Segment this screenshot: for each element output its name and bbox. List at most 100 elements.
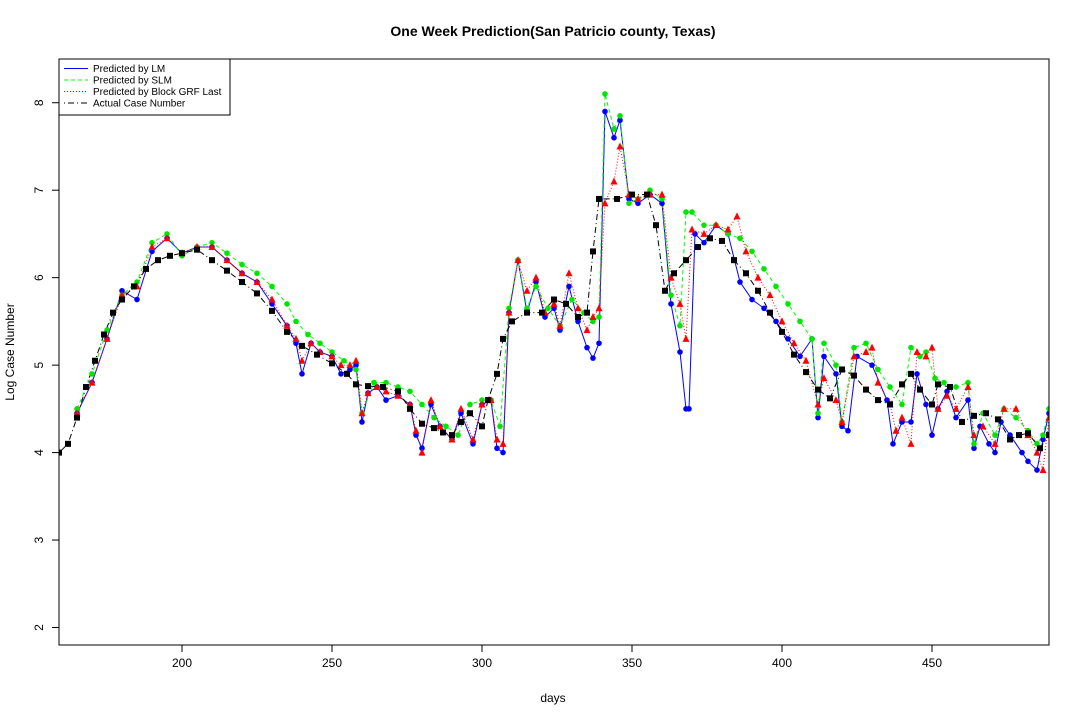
actual-point: [395, 388, 401, 395]
slm-point: [932, 375, 938, 382]
actual-point: [458, 418, 464, 425]
grf-point: [364, 389, 372, 397]
grf-point: [532, 273, 540, 281]
actual-point: [299, 342, 305, 349]
actual-point: [767, 309, 773, 316]
slm-point: [785, 301, 791, 307]
slm-point: [821, 340, 827, 347]
lm-point: [590, 355, 596, 361]
actual-point: [590, 248, 596, 255]
slm-point: [293, 318, 299, 325]
lm-point: [617, 117, 623, 124]
grf-point: [742, 247, 750, 255]
grf-point: [418, 448, 426, 456]
lm-point: [596, 340, 602, 347]
actual-point: [863, 386, 869, 393]
lm-point: [668, 301, 674, 307]
lm-point: [785, 336, 791, 342]
slm-point: [479, 397, 485, 403]
slm-point: [617, 113, 623, 119]
grf-point: [412, 426, 420, 434]
actual-point: [83, 383, 89, 390]
grf-point: [298, 356, 306, 364]
slm-point: [863, 340, 869, 347]
slm-point: [875, 366, 881, 373]
lm-point: [890, 441, 896, 447]
actual-point: [74, 414, 80, 421]
lm-point: [929, 432, 935, 438]
lm-point: [500, 449, 506, 456]
lm-point: [833, 371, 839, 377]
grf-point: [514, 256, 522, 264]
actual-point: [995, 416, 1001, 423]
lm-point: [359, 419, 365, 425]
lm-point: [1034, 467, 1040, 473]
axes: 200 250 300 350 400 450 2 3 4 5 6 7 8: [32, 99, 942, 670]
lm-point: [797, 353, 803, 360]
slm-point: [269, 283, 275, 290]
lm-point: [338, 371, 344, 377]
actual-point: [143, 265, 149, 272]
slm-point: [749, 248, 755, 255]
actual-point: [269, 307, 275, 314]
slm-point: [569, 296, 575, 303]
lm-point: [119, 287, 125, 294]
slm-point: [833, 362, 839, 368]
lm-point: [1040, 436, 1046, 443]
slm-point: [329, 349, 335, 355]
actual-point: [908, 370, 914, 377]
actual-point: [110, 309, 116, 316]
slm-point: [815, 410, 821, 417]
y-tick-label: 6: [32, 274, 46, 281]
grf-point: [814, 400, 822, 408]
y-tick-label: 2: [32, 624, 46, 631]
slm-point: [992, 432, 998, 438]
grf-point: [616, 142, 624, 150]
actual-point: [431, 425, 437, 432]
grf-point: [493, 435, 501, 443]
grf-point: [523, 286, 531, 294]
slm-point: [773, 283, 779, 290]
actual-point: [683, 257, 689, 264]
actual-point: [485, 397, 491, 404]
grf-point: [448, 435, 456, 443]
grf-point: [268, 295, 276, 303]
lm-point: [686, 406, 692, 412]
x-tick-label: 250: [322, 656, 342, 670]
grf-point: [118, 291, 126, 299]
lm-point: [761, 305, 767, 312]
slm-point: [353, 366, 359, 373]
grf-point: [634, 194, 642, 202]
slm-point: [371, 379, 377, 386]
grf-point: [1000, 404, 1008, 412]
grf-point: [838, 417, 846, 425]
actual-point: [92, 357, 98, 364]
actual-point: [629, 191, 635, 198]
grf-point: [223, 256, 231, 264]
actual-point: [467, 410, 473, 417]
slm-point: [683, 209, 689, 215]
grf-point: [469, 435, 477, 443]
y-tick-label: 7: [32, 187, 46, 194]
grf-point: [88, 378, 96, 386]
actual-point: [743, 270, 749, 277]
slm-point: [965, 379, 971, 386]
actual-point: [815, 386, 821, 393]
grf-point: [163, 234, 171, 242]
actual-point: [839, 366, 845, 373]
grf-point: [1039, 466, 1047, 474]
lm-point: [299, 371, 305, 377]
actual-point: [575, 314, 581, 321]
actual-point: [671, 270, 677, 277]
series-group: [59, 91, 1049, 474]
slm-point: [908, 344, 914, 351]
actual-point: [119, 296, 125, 303]
grf-point: [898, 413, 906, 421]
actual-point: [731, 257, 737, 264]
grf-point: [922, 352, 930, 360]
grf-point: [283, 321, 291, 329]
lm-point: [971, 445, 977, 452]
grf-point: [1012, 404, 1020, 412]
grf-point: [73, 409, 81, 417]
